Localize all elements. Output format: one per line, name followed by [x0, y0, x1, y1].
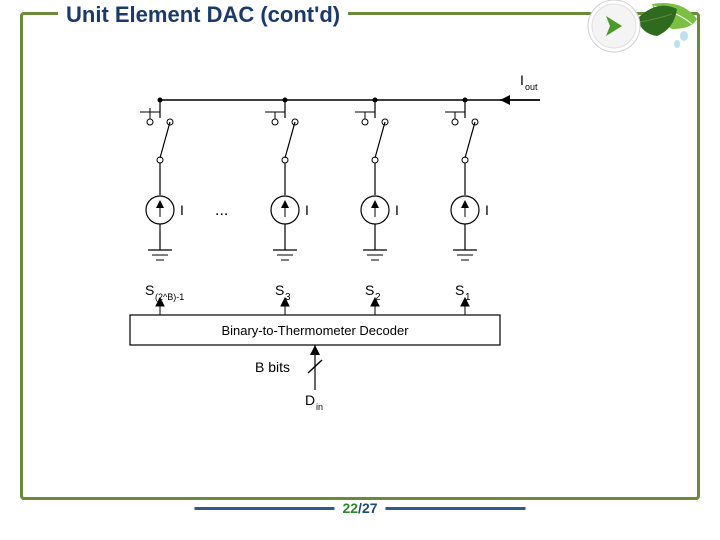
divider-left	[194, 507, 334, 510]
din-sub: in	[316, 402, 323, 412]
leaf-decoration	[582, 0, 702, 74]
svg-text:I: I	[395, 202, 399, 218]
din-label: D	[305, 392, 315, 408]
svg-text:I: I	[520, 72, 524, 88]
page-indicator: 22/27	[342, 500, 377, 516]
current-label: I	[180, 202, 184, 218]
slide-title: Unit Element DAC (cont'd)	[66, 2, 340, 28]
bits-label: B bits	[255, 359, 290, 375]
switch-column-3: I	[265, 98, 309, 261]
page-current: 22	[342, 500, 358, 516]
ellipsis: ...	[215, 202, 228, 219]
divider-right	[386, 507, 526, 510]
water-drop-icon	[680, 31, 688, 41]
svg-text:S: S	[275, 282, 284, 298]
svg-text:S: S	[455, 282, 464, 298]
ground-icon	[363, 250, 387, 260]
ground-icon	[453, 250, 477, 260]
switch-labels: S(2^B)-1 S3 S2 S1	[145, 282, 471, 303]
svg-text:out: out	[525, 82, 538, 92]
decoder-label: Binary-to-Thermometer Decoder	[221, 323, 409, 338]
svg-text:I: I	[485, 202, 489, 218]
switch-column-1: I	[445, 98, 489, 261]
svg-text:S: S	[145, 282, 154, 298]
ground-icon	[273, 250, 297, 260]
decoder-arrows	[156, 298, 469, 315]
pager: 22/27	[194, 500, 525, 516]
page-total: 27	[362, 500, 378, 516]
leaf-icon	[637, 6, 677, 36]
switch-column-2: I	[355, 98, 399, 261]
ground-icon	[148, 250, 172, 260]
circuit-diagram: I out I	[120, 70, 550, 440]
svg-text:S: S	[365, 282, 374, 298]
water-drop-icon	[674, 40, 680, 48]
svg-text:I: I	[305, 202, 309, 218]
switch-column-n: I	[140, 98, 184, 261]
title-container: Unit Element DAC (cont'd)	[58, 2, 348, 28]
